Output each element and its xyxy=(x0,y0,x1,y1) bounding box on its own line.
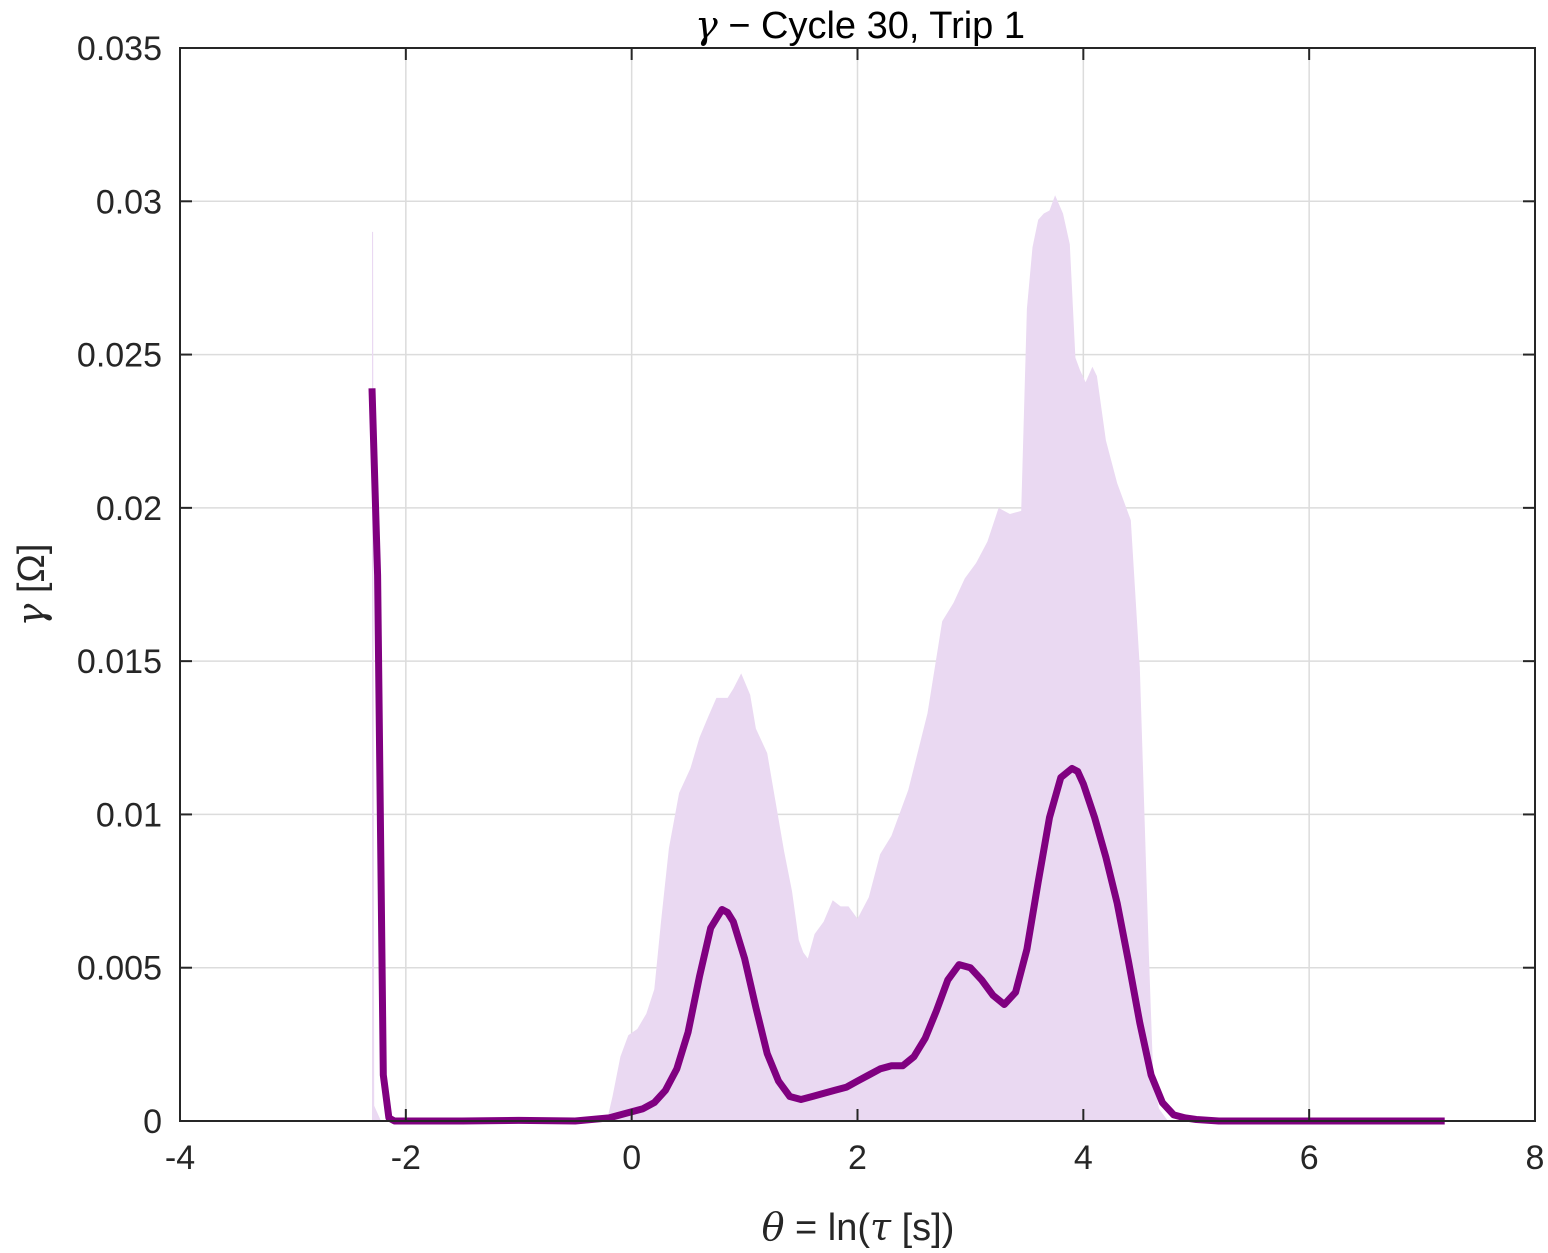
x-tick-label: 2 xyxy=(848,1139,867,1177)
uncertainty-band-layer xyxy=(372,195,1168,1121)
x-tick-label: 4 xyxy=(1074,1139,1093,1177)
axes-frame xyxy=(179,47,1536,1122)
y-tick-label: 0.005 xyxy=(77,950,162,988)
x-tick-label: -4 xyxy=(165,1139,195,1177)
y-tick-label: 0.025 xyxy=(77,337,162,375)
x-tick-label: 0 xyxy=(622,1139,641,1177)
y-tick-label: 0.035 xyxy=(77,30,162,68)
tick-labels: -4 -2 0 2 4 6 8 0 0.005 0.01 0.015 0.02 0.025 0.03 0.0… xyxy=(77,30,1545,1177)
uncertainty-band xyxy=(372,195,1168,1121)
chart-title-text: − Cycle 30, Trip 1 xyxy=(718,5,1025,47)
y-tick-label: 0 xyxy=(143,1103,162,1141)
x-axis-label-mid: = ln( xyxy=(784,1207,870,1249)
gamma-line xyxy=(368,388,1445,1125)
y-axis-label-text: [Ω] xyxy=(11,544,53,604)
y-axis-label: γ [Ω] xyxy=(9,544,53,627)
x-axis-label-symbol: θ xyxy=(762,1205,785,1249)
gamma-line-layer xyxy=(368,388,1445,1125)
chart-title: γ − Cycle 30, Trip 1 xyxy=(695,3,1025,47)
y-tick-label: 0.03 xyxy=(96,183,162,221)
y-tick-label: 0.015 xyxy=(77,643,162,681)
chart-title-symbol: γ xyxy=(695,3,718,47)
x-axis-label-end: [s]) xyxy=(891,1207,954,1249)
y-tick-label: 0.02 xyxy=(96,490,162,528)
x-tick-label: -2 xyxy=(391,1139,421,1177)
x-axis-label-symbol-2: τ xyxy=(870,1205,892,1249)
y-tick-label: 0.01 xyxy=(96,796,162,834)
x-tick-label: 8 xyxy=(1526,1139,1545,1177)
x-axis-label: θ = ln(τ [s]) xyxy=(762,1205,955,1249)
x-tick-label: 6 xyxy=(1300,1139,1319,1177)
y-axis-label-symbol: γ xyxy=(9,603,53,626)
